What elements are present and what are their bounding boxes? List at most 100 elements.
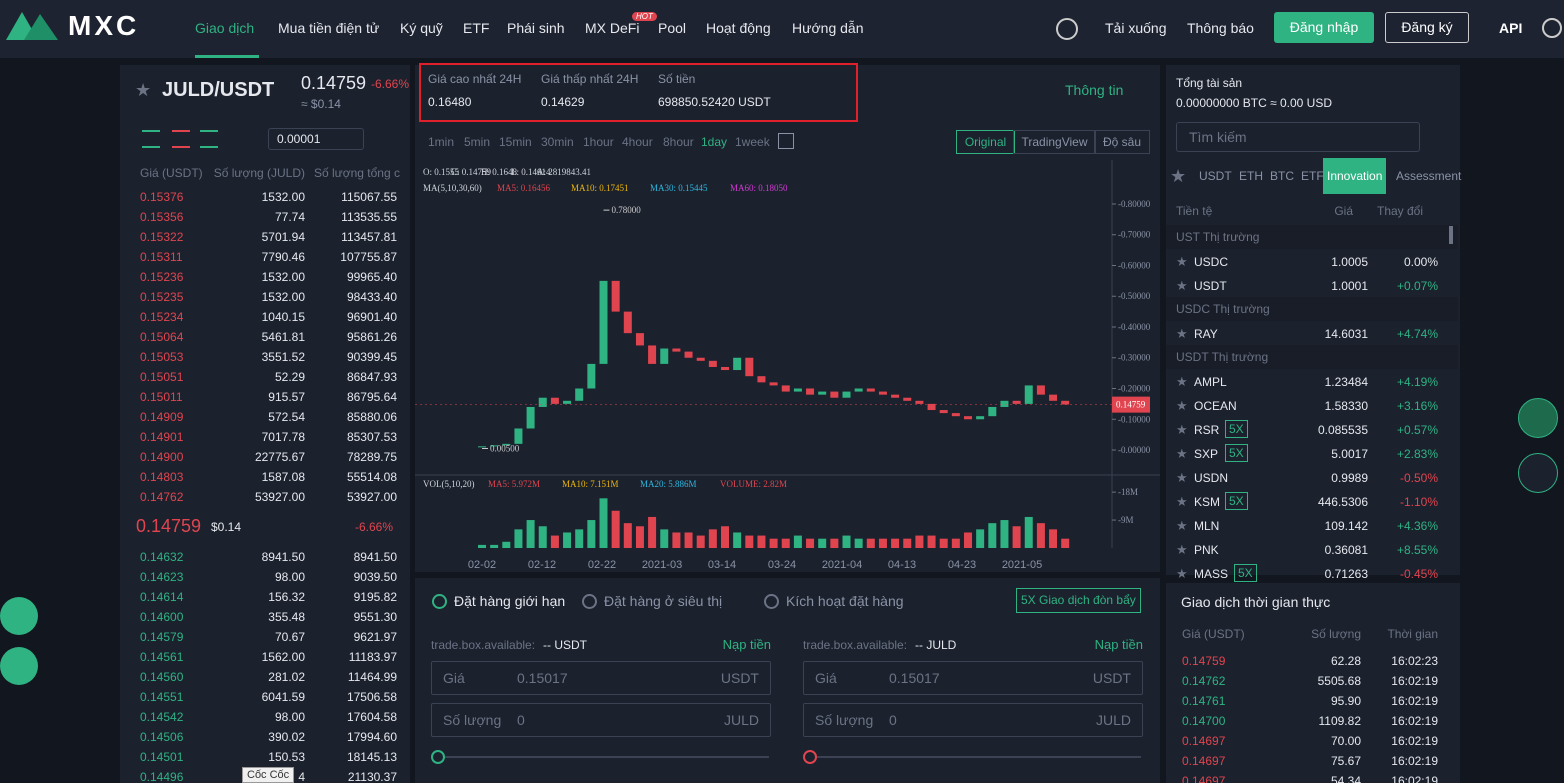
nav-link[interactable]: Thông báo — [1187, 20, 1254, 36]
chat-button[interactable] — [1518, 398, 1558, 438]
ob-price[interactable]: 0.15011 — [140, 390, 183, 404]
ob-price[interactable]: 0.14551 — [140, 690, 184, 704]
ob-price[interactable]: 0.15356 — [140, 210, 184, 224]
row-star[interactable]: ★ — [1176, 326, 1188, 341]
view-toggle[interactable] — [142, 130, 160, 148]
ob-price[interactable]: 0.14561 — [140, 650, 184, 664]
deposit-link[interactable]: Nạp tiền — [1094, 637, 1143, 652]
radio[interactable] — [764, 594, 779, 609]
row-star[interactable]: ★ — [1176, 398, 1188, 413]
interval-tab[interactable]: 1week — [735, 135, 770, 149]
search-box[interactable]: Tìm kiếm — [1176, 122, 1420, 152]
download-button[interactable] — [1518, 453, 1558, 493]
nav-link[interactable]: Hoạt động — [706, 20, 771, 36]
market-name[interactable]: MASS — [1194, 567, 1229, 581]
ob-price[interactable]: 0.15235 — [140, 290, 184, 304]
market-name[interactable]: OCEAN — [1194, 399, 1237, 413]
row-star[interactable]: ★ — [1176, 422, 1188, 437]
interval-tab[interactable]: 30min — [541, 135, 574, 149]
market-tab[interactable]: BTC — [1270, 169, 1294, 183]
nav-link[interactable]: Pool — [658, 20, 687, 36]
ob-price[interactable]: 0.14560 — [140, 670, 184, 684]
ob-price[interactable]: 0.15236 — [140, 270, 184, 284]
interval-tab[interactable]: 1day — [701, 135, 728, 149]
info-link[interactable]: Thông tin — [1065, 82, 1124, 98]
view-tab[interactable]: TradingView — [1013, 130, 1096, 154]
input-box[interactable] — [803, 703, 1143, 737]
ob-price[interactable]: 0.14614 — [140, 590, 184, 604]
market-tab[interactable]: ETH — [1239, 169, 1263, 183]
interval-tab[interactable]: 1min — [428, 135, 455, 149]
market-name[interactable]: USDC — [1194, 255, 1229, 269]
input-box[interactable] — [803, 661, 1143, 695]
ob-price[interactable]: 0.15311 — [140, 250, 183, 264]
nav-link[interactable]: API — [1499, 20, 1523, 36]
row-star[interactable]: ★ — [1176, 542, 1188, 557]
market-name[interactable]: KSM — [1194, 495, 1221, 509]
support-button[interactable] — [0, 647, 38, 685]
market-name[interactable]: PNK — [1194, 543, 1219, 557]
nav-link[interactable]: Mua tiền điện tử — [278, 20, 380, 36]
nav-link[interactable]: Giao dịch — [195, 20, 255, 36]
message-button[interactable] — [0, 597, 38, 635]
row-star[interactable]: ★ — [1176, 278, 1188, 293]
nav-link[interactable]: MX DeFi — [585, 20, 640, 36]
nav-link[interactable]: Tải xuống — [1105, 20, 1167, 36]
ob-price[interactable]: 0.15051 — [140, 370, 184, 384]
market-tab[interactable]: ETF — [1301, 169, 1324, 183]
theme-toggle[interactable] — [1056, 18, 1078, 40]
market-name[interactable]: AMPL — [1194, 375, 1227, 389]
login-button[interactable]: Đăng nhập — [1274, 12, 1374, 43]
order-type-tab[interactable]: Đặt hàng giới hạn — [454, 593, 566, 609]
ob-price[interactable]: 0.14909 — [140, 410, 184, 424]
ob-price[interactable]: 0.15234 — [140, 310, 184, 324]
ob-price[interactable]: 0.14501 — [140, 750, 184, 764]
interval-tab[interactable]: 8hour — [663, 135, 694, 149]
input-box[interactable] — [431, 703, 771, 737]
ob-price[interactable]: 0.15322 — [140, 230, 184, 244]
ob-price[interactable]: 0.14506 — [140, 730, 184, 744]
market-name[interactable]: SXP — [1194, 447, 1219, 461]
language-icon[interactable] — [1542, 18, 1562, 38]
market-name[interactable]: MLN — [1194, 519, 1220, 533]
market-name[interactable]: USDN — [1194, 471, 1229, 485]
interval-tab[interactable]: 15min — [499, 135, 532, 149]
interval-tab[interactable]: 1hour — [583, 135, 614, 149]
ob-price[interactable]: 0.14762 — [140, 490, 184, 504]
register-button[interactable]: Đăng ký — [1385, 12, 1469, 43]
nav-link[interactable]: Phái sinh — [507, 20, 565, 36]
row-star[interactable]: ★ — [1176, 254, 1188, 269]
ob-price[interactable]: 0.14496 — [140, 770, 184, 783]
ob-price[interactable]: 0.14542 — [140, 710, 184, 724]
view-tab[interactable]: Original — [956, 130, 1015, 154]
ob-price[interactable]: 0.14623 — [140, 570, 184, 584]
interval-tab[interactable]: 5min — [464, 135, 491, 149]
radio[interactable] — [432, 594, 447, 609]
favorite-star[interactable]: ★ — [135, 80, 152, 100]
ob-price[interactable]: 0.14632 — [140, 550, 184, 564]
ob-price[interactable]: 0.15376 — [140, 190, 184, 204]
row-star[interactable]: ★ — [1176, 518, 1188, 533]
market-name[interactable]: RAY — [1194, 327, 1218, 341]
input-box[interactable] — [431, 661, 771, 695]
ob-price[interactable]: 0.14803 — [140, 470, 184, 484]
row-star[interactable]: ★ — [1176, 470, 1188, 485]
order-type-tab[interactable]: Đặt hàng ở siêu thị — [604, 593, 723, 609]
row-star[interactable]: ★ — [1176, 494, 1188, 509]
ob-price[interactable]: 0.14600 — [140, 610, 184, 624]
market-name[interactable]: RSR — [1194, 423, 1220, 437]
market-tab[interactable]: Assessment — [1396, 169, 1462, 183]
view-tab[interactable]: Độ sâu — [1094, 130, 1150, 154]
slider-handle[interactable] — [431, 750, 445, 764]
row-star[interactable]: ★ — [1176, 566, 1188, 581]
nav-link[interactable]: ETF — [463, 20, 490, 36]
ob-price[interactable]: 0.14579 — [140, 630, 184, 644]
radio[interactable] — [582, 594, 597, 609]
ob-price[interactable]: 0.14901 — [140, 430, 184, 444]
view-toggle[interactable] — [172, 130, 190, 148]
market-tab[interactable]: Innovation — [1323, 158, 1387, 194]
margin-button[interactable]: 5X Giao dịch đòn bẩy — [1016, 588, 1141, 613]
precision-select[interactable]: 0.00001 — [268, 128, 364, 150]
row-star[interactable]: ★ — [1176, 446, 1188, 461]
market-name[interactable]: USDT — [1194, 279, 1227, 293]
